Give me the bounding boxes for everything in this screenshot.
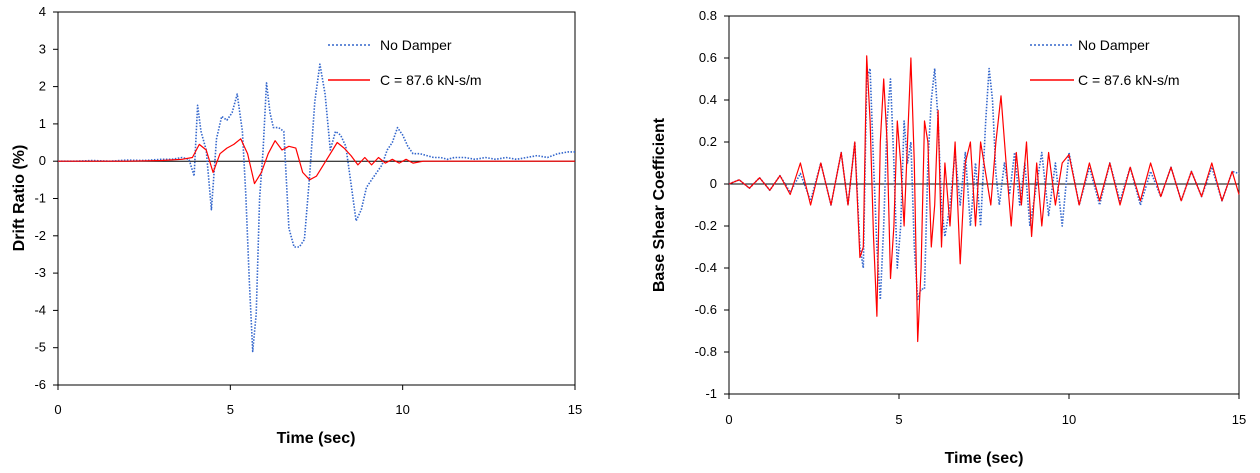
legend-label-no-damper-right: No Damper <box>1078 37 1150 53</box>
plot-area-left <box>57 11 576 386</box>
y-tick-label: -0.6 <box>695 302 717 317</box>
series-group-right <box>728 55 1240 343</box>
series-line-damper <box>58 138 575 185</box>
x-tick-label: 0 <box>725 412 732 427</box>
y-tick-label: -0.8 <box>695 344 717 359</box>
y-tick-label: 2 <box>39 79 46 94</box>
y-tick-labels-right: -1 -0.8 -0.6 -0.4 -0.2 0 0.2 0.4 0.6 0.8 <box>695 8 729 401</box>
y-axis-title-right: Base Shear Coefficient <box>651 117 668 292</box>
y-tick-label: -3 <box>34 265 46 280</box>
x-axis-title-left: Time (sec) <box>277 430 356 447</box>
x-tick-label: 5 <box>227 402 234 417</box>
y-tick-label: 0.6 <box>699 50 717 65</box>
y-tick-label: -1 <box>705 386 717 401</box>
legend-label-damper-left: C = 87.6 kN-s/m <box>380 72 482 88</box>
y-tick-label: 3 <box>39 41 46 56</box>
x-tick-labels-right: 0 5 10 15 <box>725 394 1246 427</box>
x-tick-label: 15 <box>1232 412 1246 427</box>
y-tick-label: -2 <box>34 228 46 243</box>
y-tick-label: 0.2 <box>699 134 717 149</box>
x-tick-label: 15 <box>568 402 582 417</box>
plot-area-right <box>728 15 1240 395</box>
y-tick-label: -4 <box>34 302 46 317</box>
series-line-no-damper <box>58 63 575 353</box>
y-tick-label: 0.4 <box>699 92 717 107</box>
y-tick-label: 1 <box>39 116 46 131</box>
y-axis-title-left: Drift Ratio (%) <box>11 145 28 252</box>
legend-label-no-damper-left: No Damper <box>380 37 452 53</box>
legend-label-damper-right: C = 87.6 kN-s/m <box>1078 72 1180 88</box>
y-tick-label: -1 <box>34 191 46 206</box>
chart-left: -6 -5 -4 -3 -2 -1 0 1 2 3 4 0 5 10 15 Time (sec) Drif… <box>11 4 582 447</box>
series-group-left <box>58 63 575 353</box>
x-tick-label: 10 <box>1062 412 1076 427</box>
y-tick-label: -6 <box>34 377 46 392</box>
y-tick-label: -0.2 <box>695 218 717 233</box>
x-tick-label: 5 <box>895 412 902 427</box>
chart-right: -1 -0.8 -0.6 -0.4 -0.2 0 0.2 0.4 0.6 0.8 0 5 10 15 T… <box>651 8 1246 467</box>
y-tick-label: -0.4 <box>695 260 717 275</box>
y-tick-labels-left: -6 -5 -4 -3 -2 -1 0 1 2 3 4 <box>34 4 58 392</box>
legend-left: No Damper C = 87.6 kN-s/m <box>328 37 482 88</box>
y-tick-label: 0 <box>39 153 46 168</box>
y-tick-label: -5 <box>34 340 46 355</box>
y-tick-label: 0.8 <box>699 8 717 23</box>
x-tick-label: 10 <box>395 402 409 417</box>
series-line-damper <box>728 55 1240 343</box>
x-axis-title-right: Time (sec) <box>945 450 1024 467</box>
y-tick-label: 0 <box>710 176 717 191</box>
y-tick-label: 4 <box>39 4 46 19</box>
x-tick-labels-left: 0 5 10 15 <box>54 385 582 417</box>
legend-right: No Damper C = 87.6 kN-s/m <box>1030 37 1180 88</box>
x-tick-label: 0 <box>54 402 61 417</box>
